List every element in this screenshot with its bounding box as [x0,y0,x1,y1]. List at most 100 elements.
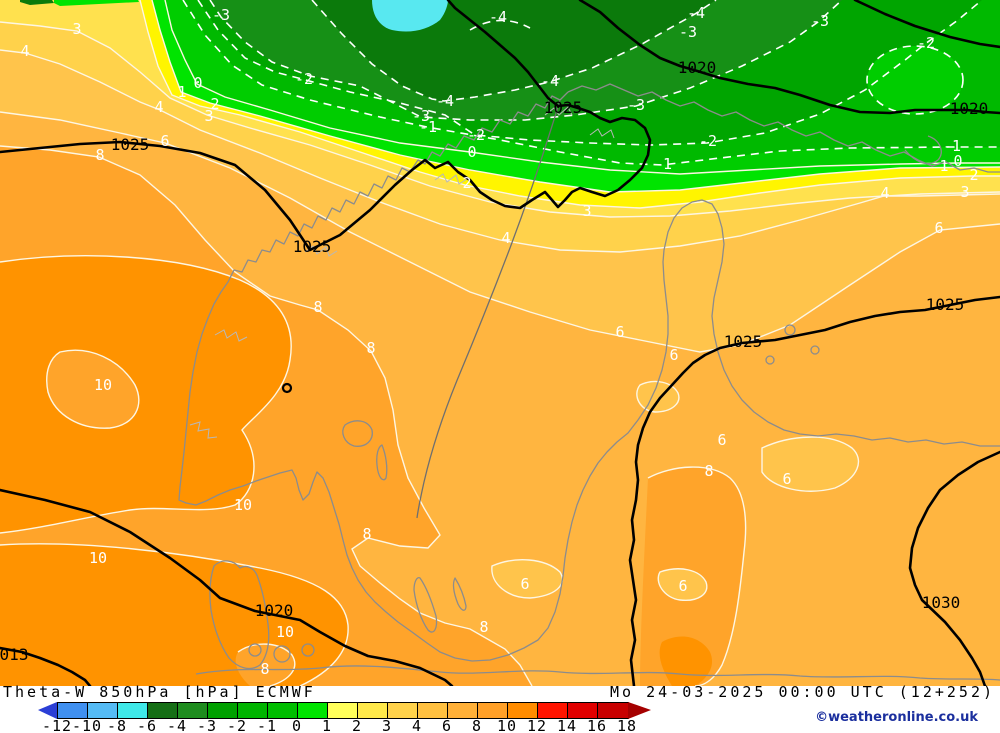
theta-label-dashed: -3 [679,23,697,41]
theta-label-dashed: -3 [412,107,430,125]
colorbar-segment [508,703,538,718]
theta-label: 6 [678,577,687,595]
theta-label: 10 [234,496,252,514]
theta-label: 0 [467,143,476,161]
colorbar-segment [478,703,508,718]
isobar-topright [853,0,1000,49]
theta-label: 4 [880,184,889,202]
theta-label: 8 [313,298,322,316]
theta-label: 6 [520,575,529,593]
theta-label: 6 [782,470,791,488]
colorbar-tick: 14 [556,717,578,733]
theta-label: 3 [204,107,213,125]
theta-label: 8 [95,146,104,164]
theta-label: 8 [479,618,488,636]
colorbar-tick: -2 [226,717,248,733]
theta-label: 6 [669,346,678,364]
map-title: Theta-W 850hPa [hPa] ECMWF [3,683,316,701]
colorbar-left-arrow-icon [38,702,57,719]
isobar-1013 [0,646,92,686]
isoline-solid-layer [0,0,1000,686]
colorbar-segment [568,703,598,718]
colorbar-tick: 2 [351,717,363,733]
colorbar-tick: 4 [411,717,423,733]
isobar-layer [0,0,1000,686]
theta-label-dashed: -2 [699,132,717,150]
pressure-label: 013 [0,645,28,664]
colorbar-tick: -4 [166,717,188,733]
colorbar-segment [88,703,118,718]
colorbar-tick: 12 [526,717,548,733]
pressure-label: 1030 [922,593,961,612]
colorbar-tick: 0 [291,717,303,733]
colorbar-segment [238,703,268,718]
colorbar-segment [328,703,358,718]
colorbar-segment [418,703,448,718]
theta-label-dashed: -1 [943,137,961,155]
colorbar-tick: -3 [196,717,218,733]
denmark-jutland [209,560,270,670]
colorbar-tick: 8 [471,717,483,733]
theta-label-dashed: -3 [627,96,645,114]
isobar-closed-center [281,382,293,394]
theta-label-dashed: -4 [489,8,507,26]
theta-label: 6 [160,132,169,150]
isobar-1025-east [628,295,1000,686]
theta-label: 6 [934,219,943,237]
isoline-dashed-layer [182,0,1000,166]
theta-label: 0 [953,152,962,170]
theta-label: 3 [582,202,591,220]
gotland [413,576,438,633]
colorbar: -12 -10 -8 -6 -4 -3 -2 -1 0 1 2 3 4 6 8 10 12 14 16 18 [0,686,1000,733]
pressure-label: 1025 [724,332,763,351]
colorbar-right-arrow-icon [628,702,651,719]
theta-label-dashed: -1 [419,118,437,136]
theta-label: 8 [260,660,269,678]
theta-label: 8 [362,525,371,543]
colorbar-tick: -8 [106,717,128,733]
colorbar-ticks: -12 -10 -8 -6 -4 -3 -2 -1 0 1 2 3 4 6 8 10 12 14 16 18 [42,717,677,733]
footer: Theta-W 850hPa [hPa] ECMWF Mo 24-03-2025… [0,683,1000,733]
colorbar-segment [388,703,418,718]
theta-label-dashed: -4 [687,4,705,22]
map-label-layer: 1025102510251020102010251025102001310303… [0,4,988,678]
pressure-label: 1025 [926,295,965,314]
isobar-1020-south [0,488,454,686]
pressure-label: 1025 [293,237,332,256]
theta-label: 4 [154,98,163,116]
theta-label: 8 [366,339,375,357]
colorbar-tick: -10 [71,717,103,733]
oland [452,577,467,611]
theta-label: 10 [94,376,112,394]
isobar-1030 [908,450,1000,686]
colorbar-segment [538,703,568,718]
colorbar-segment [148,703,178,718]
lake-vattern [376,444,388,481]
theta-label-dashed: -3 [811,12,829,30]
isobar-1020-north [578,0,1000,115]
colorbar-tick: 6 [441,717,453,733]
coastline-layer [178,83,1000,681]
theta-label: 2 [969,166,978,184]
theta-label: 3 [72,20,81,38]
theta-label: 2 [462,174,471,192]
colorbar-segment [298,703,328,718]
theta-label: 2 [210,95,219,113]
pressure-label: 1025 [544,98,583,117]
run-datetime: Mo 24-03-2025 00:00 UTC (12+252) [610,683,995,701]
colorbar-segment [598,703,628,718]
theta-label-dashed: -1 [654,155,672,173]
theta-label: 3 [960,183,969,201]
finnish-lake [810,345,820,355]
isobar-1025-west [0,0,652,252]
colorbar-segment [358,703,388,718]
theta-label-dashed: -3 [212,6,230,24]
colorbar-segment [178,703,208,718]
finnish-lake [784,324,796,336]
pressure-label: 1020 [950,99,989,118]
theta-label: 10 [89,549,107,567]
theta-label-dashed: -2 [295,70,313,88]
copyright: ©weatheronline.co.uk [815,710,978,725]
colorbar-tick: 10 [496,717,518,733]
norway-coast [178,91,1000,662]
